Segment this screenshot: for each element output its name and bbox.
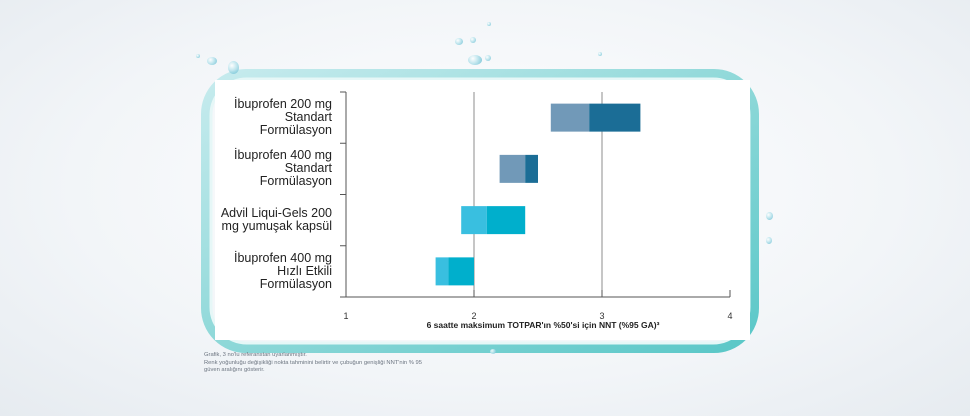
nnt-range-chart: 1 2 3 4 6 saatte maksimum TOTPAR'ın %50'si …	[215, 80, 750, 340]
bar-upper-ci	[486, 206, 526, 235]
bar-upper-ci	[448, 257, 474, 286]
water-drop-icon	[470, 37, 476, 43]
x-tick-label: 2	[471, 311, 476, 321]
water-drop-icon	[485, 55, 491, 61]
water-drop-icon	[487, 22, 491, 26]
bar-lower-ci	[461, 206, 487, 235]
x-tick-label: 4	[727, 311, 732, 321]
x-tick-label: 1	[343, 311, 348, 321]
bars	[435, 103, 641, 286]
water-drop-icon	[228, 61, 239, 74]
category-label: İbuprofen 400 mg Standart Formülasyon	[234, 148, 332, 189]
bar-lower-ci	[435, 257, 449, 286]
bar-lower-ci	[499, 154, 526, 183]
water-drop-icon	[455, 38, 463, 45]
water-drop-icon	[766, 212, 773, 220]
bar-upper-ci	[589, 103, 641, 132]
category-label: Advil Liqui-Gels 200 mg yumuşak kapsül	[220, 206, 332, 234]
bar-lower-ci	[550, 103, 590, 132]
bar-upper-ci	[525, 154, 538, 183]
category-label: İbuprofen 400 mg Hızlı Etkili Formülasyo…	[234, 250, 332, 291]
category-separators	[340, 91, 347, 298]
x-axis-label: 6 saatte maksimum TOTPAR'ın %50'si için …	[427, 320, 660, 330]
water-drop-icon	[766, 237, 772, 244]
water-drop-icon	[196, 54, 200, 58]
water-drop-icon	[468, 55, 482, 65]
water-drop-icon	[207, 57, 217, 65]
x-tick-label: 3	[599, 311, 604, 321]
category-label: İbuprofen 200 mg Standart Formülasyon	[234, 97, 332, 138]
water-drop-icon	[490, 349, 496, 354]
water-drop-icon	[598, 52, 602, 56]
footnote: Grafik, 3 no'lu referanstan uyarlanmıştı…	[204, 352, 422, 373]
x-axis: 1 2 3 4	[343, 290, 733, 321]
